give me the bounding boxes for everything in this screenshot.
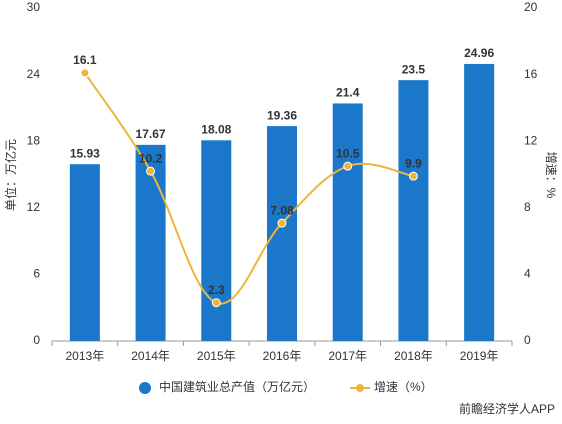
line-point — [80, 68, 90, 78]
bar — [464, 63, 495, 341]
x-tick-label: 2017年 — [328, 349, 367, 363]
bar — [398, 80, 429, 342]
x-tick-label: 2016年 — [263, 349, 302, 363]
y-axis-label: 单位：万亿元 — [3, 139, 18, 211]
legend-label: 增速（%） — [374, 380, 433, 394]
x-tick-label: 2015年 — [197, 349, 236, 363]
legend-swatch — [356, 384, 365, 392]
y2-tick-label: 16 — [524, 67, 538, 81]
bar-value-label: 23.5 — [402, 62, 426, 76]
source: 前瞻经济学人APP — [459, 401, 555, 416]
line-value-label: 10.5 — [336, 146, 360, 160]
x-tick-label: 2013年 — [66, 349, 105, 363]
legend-swatch — [139, 382, 151, 394]
line-value-label: 2.3 — [208, 283, 225, 297]
y-tick-label: 18 — [27, 133, 41, 147]
y2-tick-label: 12 — [524, 133, 538, 147]
bar-value-label: 21.4 — [336, 86, 360, 100]
bar-value-label: 17.67 — [136, 127, 166, 141]
line-point — [408, 171, 418, 181]
y-tick-label: 6 — [33, 267, 40, 281]
bar — [332, 103, 363, 342]
bar — [135, 144, 166, 341]
y-tick-label: 30 — [27, 0, 41, 14]
bar-value-label: 24.96 — [464, 46, 494, 60]
x-tick-label: 2018年 — [394, 349, 433, 363]
legend-label: 中国建筑业总产值（万亿元） — [159, 379, 315, 394]
line-point — [277, 218, 287, 228]
line-point — [146, 166, 156, 176]
y2-tick-label: 20 — [524, 0, 538, 14]
bar — [69, 164, 100, 341]
bar-value-label: 19.36 — [267, 108, 297, 122]
y2-tick-label: 4 — [524, 267, 531, 281]
line-value-label: 9.9 — [405, 156, 422, 170]
line-point — [211, 298, 221, 308]
x-tick-label: 2019年 — [460, 349, 499, 363]
y-tick-label: 0 — [33, 333, 40, 347]
bar — [201, 140, 232, 341]
line-value-label: 10.2 — [139, 151, 163, 165]
line-value-label: 7.08 — [270, 203, 294, 217]
bar-value-label: 18.08 — [201, 122, 231, 136]
line — [84, 72, 414, 305]
y-tick-label: 12 — [27, 200, 41, 214]
y2-tick-label: 0 — [524, 333, 531, 347]
line-value-label: 16.1 — [73, 53, 97, 67]
x-tick-label: 2014年 — [131, 349, 170, 363]
y2-tick-label: 8 — [524, 200, 531, 214]
bar — [267, 126, 297, 341]
bar-value-label: 15.93 — [70, 146, 100, 160]
y2-axis-label: 增速：% — [544, 152, 558, 199]
line-point — [343, 161, 353, 171]
y-tick-label: 24 — [27, 67, 41, 81]
